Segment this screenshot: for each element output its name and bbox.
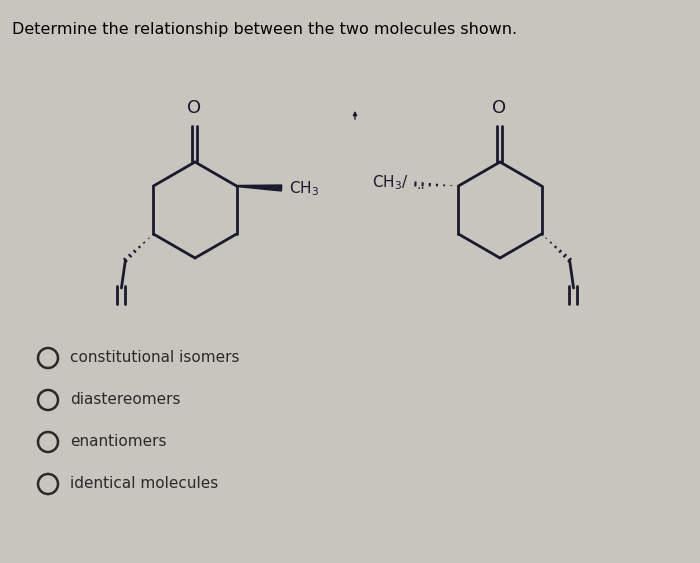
Text: constitutional isomers: constitutional isomers [70,351,239,365]
Text: diastereomers: diastereomers [70,392,181,408]
Text: identical molecules: identical molecules [70,476,218,491]
Polygon shape [237,185,281,191]
Text: ..: .. [416,178,425,192]
Text: O: O [187,99,201,117]
Text: CH$_3$/: CH$_3$/ [372,173,408,193]
Text: Determine the relationship between the two molecules shown.: Determine the relationship between the t… [12,22,517,37]
Text: CH$_3$: CH$_3$ [288,180,318,198]
Text: enantiomers: enantiomers [70,435,167,449]
Text: O: O [492,99,506,117]
